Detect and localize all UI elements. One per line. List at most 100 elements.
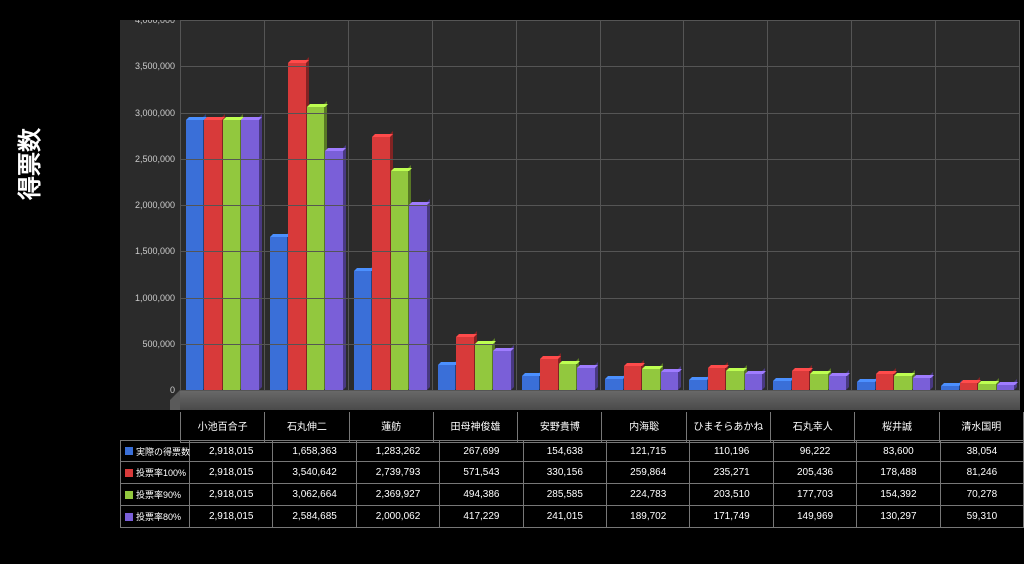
bar bbox=[960, 383, 978, 391]
bar bbox=[325, 151, 343, 390]
table-cell: 330,156 bbox=[524, 462, 607, 484]
table-cell: 2,584,685 bbox=[273, 506, 356, 528]
bar bbox=[270, 237, 288, 390]
bar bbox=[745, 374, 763, 390]
x-axis-label: 田母神俊雄 bbox=[433, 412, 517, 443]
table-cell: 130,297 bbox=[857, 506, 940, 528]
y-tick-label: 3,500,000 bbox=[120, 61, 175, 71]
table-cells: 2,918,0153,540,6422,739,793571,543330,15… bbox=[190, 462, 1024, 484]
table-cell: 494,386 bbox=[440, 484, 523, 506]
table-row: 投票率80% 2,918,0152,584,6852,000,062417,229… bbox=[120, 506, 1024, 528]
table-cells: 2,918,0153,062,6642,369,927494,386285,58… bbox=[190, 484, 1024, 506]
table-cell: 171,749 bbox=[690, 506, 773, 528]
bar bbox=[204, 120, 222, 390]
x-axis-label: 石丸伸二 bbox=[264, 412, 348, 443]
bar bbox=[540, 359, 558, 390]
y-tick-label: 4,000,000 bbox=[120, 20, 175, 25]
table-cell: 177,703 bbox=[774, 484, 857, 506]
bar bbox=[475, 344, 493, 390]
x-axis-label: 小池百合子 bbox=[180, 412, 264, 443]
x-axis-label: ひまそらあかね bbox=[686, 412, 770, 443]
y-tick-label: 1,500,000 bbox=[120, 246, 175, 256]
legend-header: 投票率90% bbox=[120, 484, 190, 506]
bar bbox=[307, 107, 325, 390]
table-cell: 121,715 bbox=[607, 440, 690, 462]
table-cell: 110,196 bbox=[690, 440, 773, 462]
legend-label: 実際の得票数 bbox=[136, 445, 190, 458]
bar bbox=[894, 376, 912, 390]
x-axis-label: 内海聡 bbox=[601, 412, 685, 443]
table-cells: 2,918,0152,584,6852,000,062417,229241,01… bbox=[190, 506, 1024, 528]
legend-swatch-icon bbox=[125, 513, 133, 521]
table-cell: 267,699 bbox=[440, 440, 523, 462]
plot-area: 0500,0001,000,0001,500,0002,000,0002,500… bbox=[120, 20, 1020, 410]
table-cell: 2,000,062 bbox=[357, 506, 440, 528]
bar bbox=[624, 366, 642, 390]
x-axis-labels: 小池百合子石丸伸二蓮舫田母神俊雄安野貴博内海聡ひまそらあかね石丸幸人桜井誠清水国… bbox=[180, 412, 1024, 443]
table-cell: 96,222 bbox=[774, 440, 857, 462]
bar bbox=[773, 381, 791, 390]
grid-line bbox=[180, 113, 1020, 114]
bar bbox=[689, 380, 707, 390]
table-cell: 2,739,793 bbox=[357, 462, 440, 484]
x-axis-label: 蓮舫 bbox=[349, 412, 433, 443]
bar bbox=[354, 271, 372, 390]
grid-line bbox=[180, 159, 1020, 160]
bar bbox=[372, 137, 390, 390]
bar bbox=[438, 365, 456, 390]
table-cell: 81,246 bbox=[941, 462, 1024, 484]
x-axis-label: 安野貴博 bbox=[517, 412, 601, 443]
table-cell: 241,015 bbox=[524, 506, 607, 528]
x-axis-label: 石丸幸人 bbox=[770, 412, 854, 443]
table-cell: 3,540,642 bbox=[273, 462, 356, 484]
table-cell: 2,918,015 bbox=[190, 462, 273, 484]
grid-line bbox=[180, 298, 1020, 299]
chart-area: 0500,0001,000,0001,500,0002,000,0002,500… bbox=[120, 20, 1024, 560]
table-cell: 83,600 bbox=[857, 440, 940, 462]
bar bbox=[559, 364, 577, 390]
bar bbox=[493, 351, 511, 390]
table-cell: 2,369,927 bbox=[357, 484, 440, 506]
bar bbox=[223, 120, 241, 390]
table-cells: 2,918,0151,658,3631,283,262267,699154,63… bbox=[190, 440, 1024, 462]
legend-swatch-icon bbox=[125, 469, 133, 477]
y-tick-label: 3,000,000 bbox=[120, 108, 175, 118]
table-cell: 259,864 bbox=[607, 462, 690, 484]
table-cell: 149,969 bbox=[774, 506, 857, 528]
data-table: 実際の得票数2,918,0151,658,3631,283,262267,699… bbox=[120, 440, 1024, 528]
table-cell: 154,638 bbox=[524, 440, 607, 462]
bar bbox=[605, 379, 623, 390]
bar bbox=[391, 171, 409, 390]
legend-header: 投票率80% bbox=[120, 506, 190, 528]
bar bbox=[577, 368, 595, 390]
table-cell: 70,278 bbox=[941, 484, 1024, 506]
table-row: 投票率90% 2,918,0153,062,6642,369,927494,386… bbox=[120, 484, 1024, 506]
legend-label: 投票率90% bbox=[136, 488, 181, 501]
y-axis-title: 得票数 bbox=[10, 128, 45, 200]
y-tick-label: 2,500,000 bbox=[120, 154, 175, 164]
table-cell: 205,436 bbox=[774, 462, 857, 484]
legend-swatch-icon bbox=[125, 491, 133, 499]
y-tick-label: 2,000,000 bbox=[120, 200, 175, 210]
x-axis-label: 桜井誠 bbox=[854, 412, 938, 443]
grid-line bbox=[180, 251, 1020, 252]
bar bbox=[829, 376, 847, 390]
table-cell: 571,543 bbox=[440, 462, 523, 484]
chart-floor bbox=[180, 390, 1020, 410]
table-cell: 154,392 bbox=[857, 484, 940, 506]
table-cell: 3,062,664 bbox=[273, 484, 356, 506]
grid-line bbox=[180, 390, 1020, 391]
bar bbox=[913, 378, 931, 390]
bar bbox=[726, 371, 744, 390]
bar bbox=[810, 374, 828, 390]
grid-line bbox=[180, 20, 1020, 21]
bar bbox=[522, 376, 540, 390]
legend-label: 投票率80% bbox=[136, 510, 181, 523]
table-cell: 2,918,015 bbox=[190, 484, 273, 506]
y-tick-label: 500,000 bbox=[120, 339, 175, 349]
table-cell: 2,918,015 bbox=[190, 506, 273, 528]
grid-line bbox=[180, 205, 1020, 206]
table-cell: 1,658,363 bbox=[273, 440, 356, 462]
table-cell: 203,510 bbox=[690, 484, 773, 506]
table-cell: 1,283,262 bbox=[357, 440, 440, 462]
